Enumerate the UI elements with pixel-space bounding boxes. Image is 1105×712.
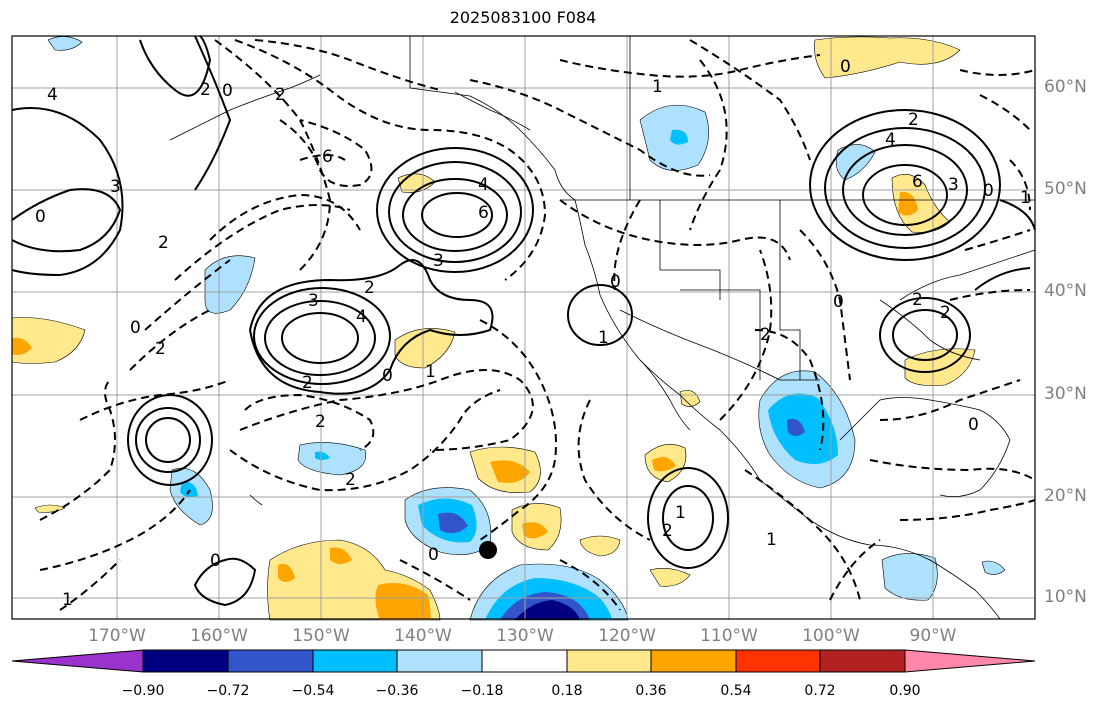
contour-label: 6 xyxy=(912,172,923,192)
colorbar xyxy=(11,649,1036,673)
dashed-contours xyxy=(39,39,1036,611)
contour-label: 1 xyxy=(425,362,436,382)
contour-label: 1 xyxy=(1020,188,1031,208)
colorbar-tick-label: −0.18 xyxy=(460,683,504,699)
colorbar-cell xyxy=(142,649,229,673)
anomaly-fills xyxy=(11,36,1006,621)
contour-label: 1 xyxy=(766,530,777,550)
colorbar-cell xyxy=(227,649,314,673)
map-frame xyxy=(11,35,1036,620)
contour-label: 2 xyxy=(158,233,169,253)
lon-label: 120°W xyxy=(598,626,656,646)
colorbar-tick-label: 0.18 xyxy=(551,683,583,699)
contour-label: 0 xyxy=(983,181,994,201)
colorbar-cell xyxy=(396,649,483,673)
contour-label: 2 xyxy=(940,303,951,323)
colorbar-tick-label: −0.54 xyxy=(291,683,335,699)
contour-label: 0 xyxy=(610,272,621,292)
colorbar-cell xyxy=(566,649,652,673)
lat-label: 40°N xyxy=(1044,281,1087,301)
lon-label: 150°W xyxy=(292,626,350,646)
contour-label: 6 xyxy=(478,203,489,223)
colorbar-tick-label: 0.72 xyxy=(804,683,836,699)
contour-label: 0 xyxy=(833,292,844,312)
lon-label: 110°W xyxy=(700,626,758,646)
colorbar-cell xyxy=(904,649,1036,673)
colorbar-tick-label: −0.90 xyxy=(121,683,165,699)
contour-label: 4 xyxy=(478,175,489,195)
colorbar-tick-label: 0.54 xyxy=(720,683,752,699)
contour-label: 0 xyxy=(428,545,439,565)
contour-label: 2 xyxy=(662,521,673,541)
contour-label: 2 xyxy=(315,412,326,432)
lat-label: 10°N xyxy=(1044,587,1087,607)
colorbar-tick-label: 0.90 xyxy=(889,683,921,699)
contour-label: 2 xyxy=(275,85,286,105)
contour-label: 1 xyxy=(598,328,609,348)
contour-label: 1 xyxy=(62,590,73,610)
colorbar-cell xyxy=(11,649,144,673)
contour-label: 2 xyxy=(345,470,356,490)
contour-label: 0 xyxy=(35,207,46,227)
lat-label: 60°N xyxy=(1044,77,1087,97)
contour-label: 4 xyxy=(356,307,367,327)
lat-label: 50°N xyxy=(1044,179,1087,199)
lon-label: 130°W xyxy=(496,626,554,646)
lon-label: 140°W xyxy=(394,626,452,646)
contour-label: 0 xyxy=(222,81,233,101)
colorbar-tick-label: −0.72 xyxy=(206,683,250,699)
contour-label: 4 xyxy=(47,85,58,105)
colorbar-cell xyxy=(481,649,568,673)
contour-label: 0 xyxy=(130,318,141,338)
contour-label: 0 xyxy=(210,551,221,571)
contour-label: 3 xyxy=(948,175,959,195)
contour-label: 2 xyxy=(908,110,919,130)
lat-label: 20°N xyxy=(1044,486,1087,506)
contour-label: 2 xyxy=(155,339,166,359)
contour-label: 2 xyxy=(200,80,211,100)
contour-label: 0 xyxy=(840,57,851,77)
storm-center-dot xyxy=(479,541,497,559)
lon-label: 160°W xyxy=(190,626,248,646)
contour-labels: 4 0 2 3 2 0 2 0 6 2 6 4 3 3 4 2 0 1 2 2 … xyxy=(35,57,1031,610)
contour-label: 2 xyxy=(912,290,923,310)
colorbar-cell xyxy=(735,649,821,673)
colorbar-cell xyxy=(819,649,906,673)
colorbar-tick-label: 0.36 xyxy=(635,683,667,699)
contour-label: 1 xyxy=(675,503,686,523)
contour-label: 1 xyxy=(652,77,663,97)
colorbar-tick-label: −0.36 xyxy=(375,683,419,699)
colorbar-cell xyxy=(650,649,737,673)
contour-label: 2 xyxy=(302,373,313,393)
contour-label: 2 xyxy=(364,278,375,298)
solid-contours xyxy=(11,35,1036,607)
lon-label: 100°W xyxy=(802,626,860,646)
contour-label: 3 xyxy=(433,251,444,271)
colorbar-cell xyxy=(312,649,398,673)
contour-label: 4 xyxy=(885,130,896,150)
contour-label: 0 xyxy=(382,366,393,386)
lon-label: 170°W xyxy=(88,626,146,646)
contour-label: 2 xyxy=(760,325,771,345)
contour-label: 3 xyxy=(308,291,319,311)
graticule xyxy=(12,36,1035,619)
lon-label: 90°W xyxy=(909,626,957,646)
contour-label: 3 xyxy=(110,177,121,197)
contour-label: 0 xyxy=(968,415,979,435)
map-title: 2025083100 F084 xyxy=(449,8,597,27)
contour-label: 6 xyxy=(322,147,333,167)
lat-label: 30°N xyxy=(1044,384,1087,404)
